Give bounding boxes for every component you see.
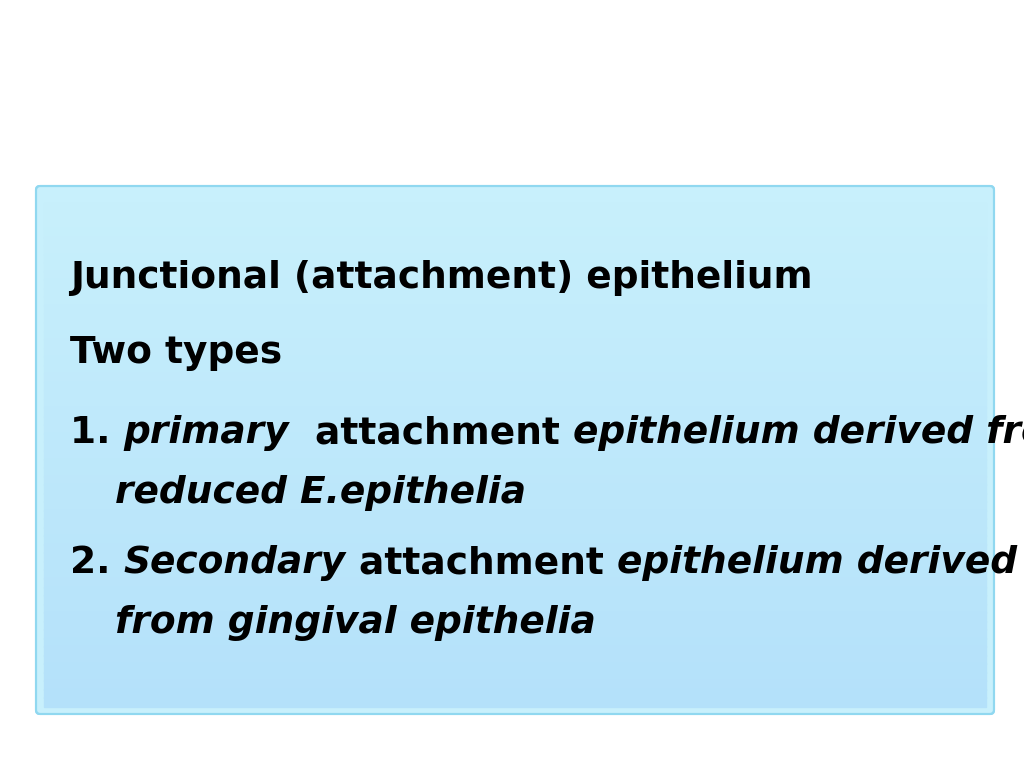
Text: 1.: 1. [70, 415, 124, 451]
Bar [44, 330, 986, 340]
Text: Two types: Two types [70, 335, 283, 371]
Bar [44, 203, 986, 212]
Text: 2.: 2. [70, 545, 124, 581]
Bar [44, 621, 986, 631]
Bar [44, 237, 986, 247]
Bar [44, 220, 986, 229]
Bar [44, 604, 986, 613]
Bar [44, 629, 986, 639]
Bar [44, 245, 986, 255]
Bar [44, 672, 986, 681]
Bar [44, 587, 986, 596]
Text: Junctional (attachment) epithelium: Junctional (attachment) epithelium [70, 260, 813, 296]
Bar [44, 484, 986, 494]
Bar [44, 228, 986, 237]
Bar [44, 288, 986, 297]
Bar [44, 646, 986, 656]
Text: attachment: attachment [346, 545, 616, 581]
Bar [44, 415, 986, 425]
Bar [44, 467, 986, 477]
Bar [44, 407, 986, 417]
Bar [44, 433, 986, 442]
Bar [44, 322, 986, 332]
Bar [44, 689, 986, 698]
Text: primary: primary [124, 415, 289, 451]
Bar [44, 527, 986, 536]
Bar [44, 518, 986, 528]
Bar [44, 339, 986, 349]
Bar [44, 502, 986, 511]
Bar [44, 458, 986, 468]
Text: epithelium derived from: epithelium derived from [573, 415, 1024, 451]
Bar [44, 262, 986, 272]
Bar [44, 612, 986, 621]
Bar [44, 280, 986, 289]
Bar [44, 382, 986, 391]
Bar [44, 595, 986, 604]
Bar [44, 305, 986, 314]
Text: epithelium derived: epithelium derived [616, 545, 1017, 581]
Bar [44, 492, 986, 502]
Bar [44, 373, 986, 382]
Bar [44, 664, 986, 673]
Bar [44, 552, 986, 562]
Text: from gingival epithelia: from gingival epithelia [115, 605, 596, 641]
Bar [44, 253, 986, 263]
Bar [44, 535, 986, 545]
Bar [44, 680, 986, 690]
Bar [44, 313, 986, 323]
Bar [44, 655, 986, 664]
Bar [44, 296, 986, 306]
Bar [44, 399, 986, 409]
Bar [44, 510, 986, 519]
Bar [44, 697, 986, 707]
Bar [44, 365, 986, 374]
Bar [44, 442, 986, 451]
Bar [44, 569, 986, 579]
Bar [44, 544, 986, 554]
Bar [44, 475, 986, 485]
Bar [44, 271, 986, 280]
Bar [44, 194, 986, 204]
FancyBboxPatch shape [36, 186, 994, 714]
Text: attachment: attachment [289, 415, 573, 451]
Text: Secondary: Secondary [124, 545, 346, 581]
Bar [44, 450, 986, 459]
Bar [44, 211, 986, 220]
Bar [44, 356, 986, 366]
Bar [44, 637, 986, 647]
Text: reduced E.epithelia: reduced E.epithelia [115, 475, 526, 511]
Bar [44, 561, 986, 571]
Bar [44, 578, 986, 588]
Bar [44, 425, 986, 434]
Bar [44, 348, 986, 357]
Bar [44, 390, 986, 400]
